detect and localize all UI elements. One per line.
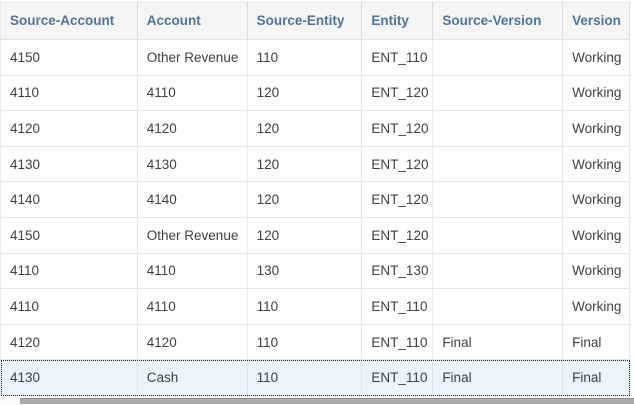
table-cell[interactable]: ENT_110 (362, 289, 434, 324)
table-cell[interactable]: 110 (248, 40, 363, 75)
table-cell[interactable]: 4130 (1, 360, 138, 395)
table-cell[interactable]: 110 (248, 324, 363, 360)
table-cell[interactable] (433, 289, 564, 324)
table-cell[interactable]: 4110 (1, 253, 138, 289)
table-cell[interactable]: ENT_120 (362, 146, 434, 182)
table-cell[interactable]: ENT_120 (362, 75, 434, 111)
horizontal-scrollbar[interactable] (0, 397, 634, 405)
table-cell[interactable]: ENT_120 (362, 217, 434, 253)
table-cell[interactable]: Final (433, 360, 564, 395)
table-cell[interactable]: 4110 (138, 75, 248, 111)
table-row[interactable]: 4120 4120 110 ENT_110 Final Final (1, 324, 631, 361)
table-cell[interactable]: 120 (248, 146, 363, 182)
table-cell[interactable] (433, 146, 564, 182)
column-header-account[interactable]: Account (138, 2, 248, 39)
table-cell[interactable]: Working (563, 40, 631, 75)
table-row[interactable]: 4130 Cash 110 ENT_110 Final Final (1, 360, 631, 396)
table-cell[interactable] (433, 40, 564, 75)
table-cell[interactable]: Final (563, 324, 631, 360)
table-row[interactable]: 4110 4110 110 ENT_110 Working (1, 289, 631, 325)
table-cell[interactable]: 4110 (1, 289, 138, 324)
table-cell[interactable]: ENT_120 (362, 111, 434, 146)
table-cell[interactable]: 4110 (1, 75, 138, 111)
table-cell[interactable]: 4120 (1, 111, 138, 146)
table-cell[interactable] (433, 75, 564, 111)
table-cell[interactable]: ENT_110 (362, 324, 434, 360)
table-cell[interactable]: 4140 (1, 182, 138, 217)
table-cell[interactable]: 4120 (138, 324, 248, 360)
table-cell[interactable]: Working (563, 217, 631, 253)
mapping-table: Source-Account Account Source-Entity Ent… (0, 1, 631, 396)
table-cell[interactable]: 110 (248, 289, 363, 324)
column-header-entity[interactable]: Entity (362, 2, 434, 39)
table-cell[interactable]: Final (563, 360, 631, 395)
table-row[interactable]: 4140 4140 120 ENT_120 Working (1, 182, 631, 218)
table-cell[interactable]: 4110 (138, 253, 248, 289)
column-header-version[interactable]: Version (563, 2, 631, 39)
table-cell[interactable]: 4150 (1, 40, 138, 75)
table-row[interactable]: 4150 Other Revenue 120 ENT_120 Working (1, 217, 631, 254)
table-cell[interactable]: Working (563, 111, 631, 146)
table-cell[interactable]: ENT_130 (362, 253, 434, 289)
horizontal-scrollbar-thumb[interactable] (20, 398, 634, 404)
table-header-row: Source-Account Account Source-Entity Ent… (1, 2, 631, 40)
table-cell[interactable]: ENT_110 (362, 360, 434, 395)
table-cell[interactable]: 4120 (138, 111, 248, 146)
table-cell[interactable]: Working (563, 253, 631, 289)
table-cell[interactable]: 120 (248, 111, 363, 146)
table-cell[interactable]: Final (433, 324, 564, 360)
table-cell[interactable]: 120 (248, 217, 363, 253)
column-header-source-entity[interactable]: Source-Entity (248, 2, 363, 39)
table-row[interactable]: 4110 4110 130 ENT_130 Working (1, 253, 631, 290)
table-cell[interactable] (433, 253, 564, 289)
table-cell[interactable]: Cash (138, 360, 248, 395)
table-cell[interactable]: 120 (248, 75, 363, 111)
table-cell[interactable]: 4140 (138, 182, 248, 217)
table-cell[interactable]: Other Revenue (138, 217, 248, 253)
table-row[interactable]: 4110 4110 120 ENT_120 Working (1, 75, 631, 112)
table-cell[interactable]: 4120 (1, 324, 138, 360)
table-row[interactable]: 4120 4120 120 ENT_120 Working (1, 111, 631, 147)
table-cell[interactable]: ENT_120 (362, 182, 434, 217)
table-cell[interactable] (433, 111, 564, 146)
table-cell[interactable]: 4130 (138, 146, 248, 182)
table-cell[interactable]: Working (563, 146, 631, 182)
table-cell[interactable] (433, 217, 564, 253)
table-cell[interactable]: 120 (248, 182, 363, 217)
table-cell[interactable]: 4110 (138, 289, 248, 324)
table-row[interactable]: 4130 4130 120 ENT_120 Working (1, 146, 631, 183)
table-cell[interactable]: Other Revenue (138, 40, 248, 75)
table-cell[interactable]: 110 (248, 360, 363, 395)
table-cell[interactable]: Working (563, 182, 631, 217)
table-body: 4150 Other Revenue 110 ENT_110 Working 4… (1, 40, 631, 396)
column-header-source-account[interactable]: Source-Account (1, 2, 138, 39)
table-row[interactable]: 4150 Other Revenue 110 ENT_110 Working (1, 40, 631, 76)
table-cell[interactable]: Working (563, 289, 631, 324)
table-cell[interactable]: 4150 (1, 217, 138, 253)
table-cell[interactable]: 130 (248, 253, 363, 289)
table-cell[interactable]: 4130 (1, 146, 138, 182)
column-header-source-version[interactable]: Source-Version (433, 2, 564, 39)
table-cell[interactable]: Working (563, 75, 631, 111)
table-cell[interactable] (433, 182, 564, 217)
table-cell[interactable]: ENT_110 (362, 40, 434, 75)
